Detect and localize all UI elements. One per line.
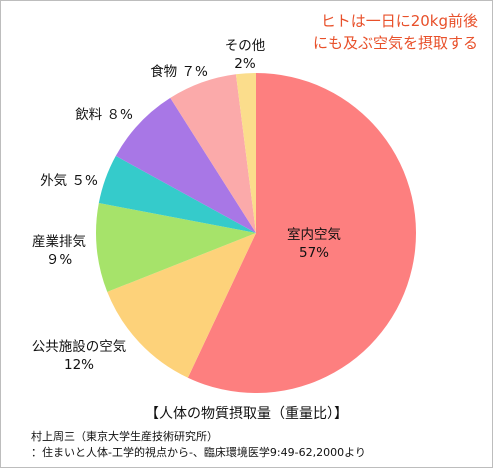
slice-label: 食物 ７% — [150, 63, 208, 80]
pie-slice — [98, 155, 256, 233]
pie-slice — [187, 73, 416, 393]
slice-label: 室内空気 57% — [287, 226, 341, 261]
headline-line-2: にも及ぶ空気を摂取する — [312, 34, 478, 52]
source-citation: 村上周三（東京大学生産技術研究所） ：住まいと人体-工学的視点から-、臨床環境医… — [31, 429, 366, 461]
pie-slice — [115, 97, 257, 233]
headline: ヒトは一日に20kg前後 にも及ぶ空気を摂取する — [248, 10, 478, 54]
pie-slice — [96, 203, 256, 292]
source-line-2: ：住まいと人体-工学的視点から-、臨床環境医学9:49-62,2000より — [31, 446, 366, 459]
slice-label: 産業排気９% — [32, 234, 86, 268]
slice-label: 外気 ５% — [40, 173, 98, 189]
headline-line-1: ヒトは一日に20kg前後 — [320, 12, 478, 30]
pie-slice — [170, 74, 256, 233]
source-line-1: 村上周三（東京大学生産技術研究所） — [31, 430, 218, 443]
slice-label: その他 2% — [225, 38, 266, 72]
pie-slice — [107, 233, 256, 378]
pie-slice — [235, 73, 256, 233]
slice-label: 公共施設の空気 12% — [32, 339, 127, 373]
slice-label: 飲料 ８% — [75, 107, 133, 123]
chart-title: 【人体の物質摂取量（重量比）】 — [145, 406, 348, 422]
